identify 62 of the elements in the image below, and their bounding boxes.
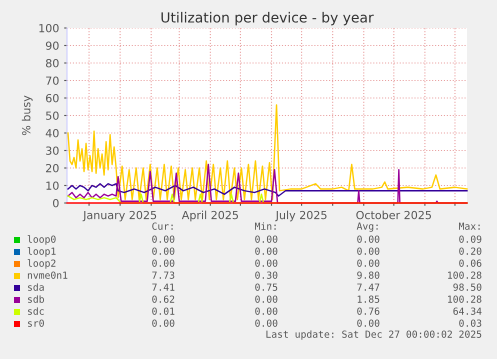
text: 7.41 [152,284,174,291]
text: 0.00 [255,259,278,267]
y-tick-label: 50 [46,111,59,120]
text: 0.00 [152,235,174,243]
y-tick-label: 10 [46,181,59,190]
legend-label: sr0 [28,319,44,327]
text: 0.06 [459,259,482,267]
text: 0.00 [357,319,380,327]
text: 1.85 [358,295,380,303]
y-tick-label: 70 [46,76,59,85]
legend-label: sda [28,283,44,291]
text: 0.00 [255,307,278,315]
y-tick-label: 100 [39,24,59,32]
text: 100.28 [448,271,482,279]
legend-label: loop2 [28,259,56,269]
y-tick-label: 60 [46,94,59,102]
text: 100.28 [448,295,482,303]
text: 0.00 [255,319,278,327]
y-tick-label: 0 [53,198,59,208]
text: 0.20 [459,247,482,255]
y-tick-label: 30 [46,146,59,155]
text: 0.75 [255,283,278,291]
text: 0.00 [152,319,174,327]
legend-label: sdc [28,307,44,315]
text: Avg: [356,222,378,232]
text: Min: [254,222,276,230]
legend-label: loop0 [28,235,56,245]
text: 0.00 [255,295,278,303]
text: 9.80 [357,271,380,279]
text: 0.76 [357,307,380,315]
chart-title: Utilization per device - by year [162,12,374,26]
text: 0.00 [152,247,174,255]
y-tick-label: 20 [46,164,59,172]
y-tick-label: 40 [46,128,59,138]
text: 0.00 [357,259,380,267]
text: 64.34 [453,307,482,315]
x-tick-label: October 2025 [356,210,431,220]
legend-label: sdb [28,295,44,303]
text: 0.00 [357,247,380,255]
x-tick-label: January 2025 [82,210,156,222]
text: 0.00 [152,259,174,267]
y-tick-label: 90 [46,41,59,50]
text: Cur: [152,222,173,230]
text: 7.47 [357,284,380,291]
text: 0.00 [357,235,380,243]
text: 0.00 [255,247,278,255]
x-tick-label: April 2025 [182,210,238,222]
text: Max: [458,222,480,230]
text: 7.73 [152,271,174,279]
text: 0.00 [255,235,278,243]
text: 98.50 [453,283,482,291]
y-tick-label: 80 [46,58,59,68]
text: Last update: Sat Dec 27 00:00:02 2025 [266,330,482,340]
text: 0.62 [152,295,174,303]
text: 0.09 [459,235,482,243]
y-axis-title: % busy [22,96,33,136]
text: 0.03 [459,319,482,327]
text: 0.30 [255,271,278,279]
text: 0.01 [152,307,174,315]
legend-label: nvme0n1 [28,271,68,279]
legend-label: loop1 [28,247,56,257]
x-tick-label: July 2025 [275,210,327,222]
